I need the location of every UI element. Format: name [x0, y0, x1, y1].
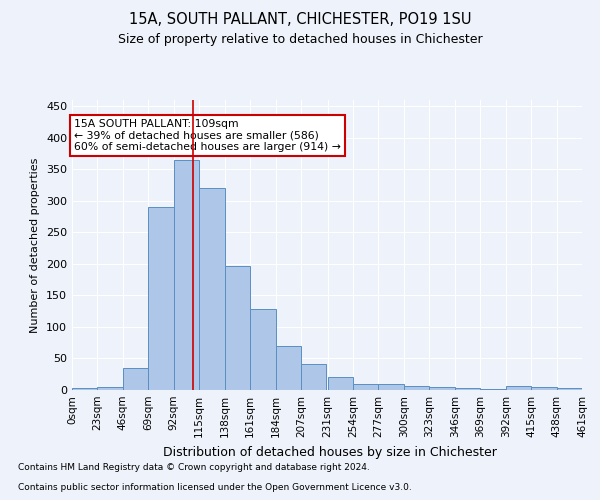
- Bar: [455, 388, 480, 390]
- Bar: [582, 388, 600, 390]
- Bar: [430, 387, 455, 390]
- Y-axis label: Number of detached properties: Number of detached properties: [31, 158, 40, 332]
- Bar: [72, 388, 97, 390]
- Bar: [328, 378, 353, 390]
- Bar: [379, 384, 404, 390]
- Bar: [123, 368, 148, 390]
- Bar: [301, 364, 326, 390]
- Bar: [531, 387, 557, 390]
- Bar: [224, 266, 250, 390]
- Bar: [557, 388, 582, 390]
- Bar: [97, 387, 123, 390]
- Bar: [506, 386, 531, 390]
- Bar: [250, 310, 275, 390]
- Bar: [480, 388, 506, 390]
- Text: Contains public sector information licensed under the Open Government Licence v3: Contains public sector information licen…: [18, 484, 412, 492]
- Text: 15A SOUTH PALLANT: 109sqm
← 39% of detached houses are smaller (586)
60% of semi: 15A SOUTH PALLANT: 109sqm ← 39% of detac…: [74, 119, 341, 152]
- Bar: [174, 160, 199, 390]
- Text: Distribution of detached houses by size in Chichester: Distribution of detached houses by size …: [163, 446, 497, 459]
- Text: 15A, SOUTH PALLANT, CHICHESTER, PO19 1SU: 15A, SOUTH PALLANT, CHICHESTER, PO19 1SU: [129, 12, 471, 28]
- Text: Contains HM Land Registry data © Crown copyright and database right 2024.: Contains HM Land Registry data © Crown c…: [18, 464, 370, 472]
- Text: Size of property relative to detached houses in Chichester: Size of property relative to detached ho…: [118, 32, 482, 46]
- Bar: [275, 346, 301, 390]
- Bar: [353, 384, 379, 390]
- Bar: [148, 207, 174, 390]
- Bar: [404, 386, 430, 390]
- Bar: [199, 188, 224, 390]
